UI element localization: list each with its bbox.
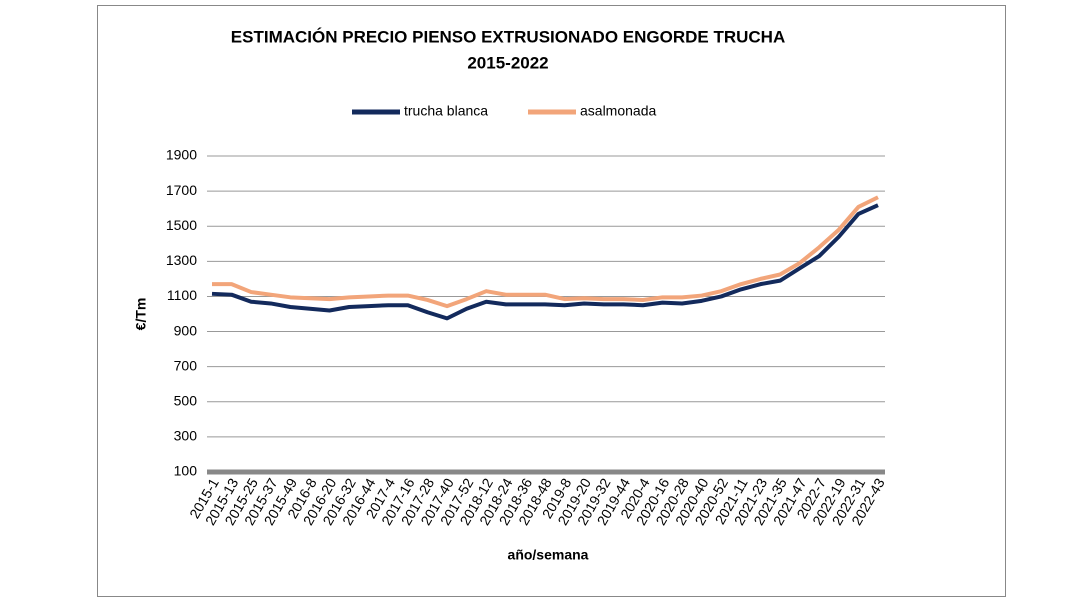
y-tick-label: 1700 (166, 182, 197, 198)
y-tick-label: 300 (174, 428, 198, 444)
legend-label: trucha blanca (404, 103, 488, 119)
y-tick-label: 500 (174, 392, 198, 408)
y-tick-label: 1300 (166, 252, 197, 268)
y-axis-title: €/Tm (133, 298, 149, 331)
x-axis-title: año/semana (508, 547, 589, 563)
y-tick-label: 1100 (167, 287, 197, 303)
line-series (211, 203, 879, 321)
chart-title: ESTIMACIÓN PRECIO PIENSO EXTRUSIONADO EN… (231, 27, 785, 46)
y-tick-label: 900 (174, 322, 198, 338)
chart-subtitle: 2015-2022 (467, 53, 548, 72)
y-tick-label: 700 (174, 357, 198, 373)
y-tick-label: 1900 (166, 147, 197, 163)
y-tick-label: 100 (174, 463, 198, 479)
line-series (212, 195, 879, 309)
legend-label: asalmonada (580, 103, 656, 119)
y-tick-label: 1500 (166, 217, 197, 233)
